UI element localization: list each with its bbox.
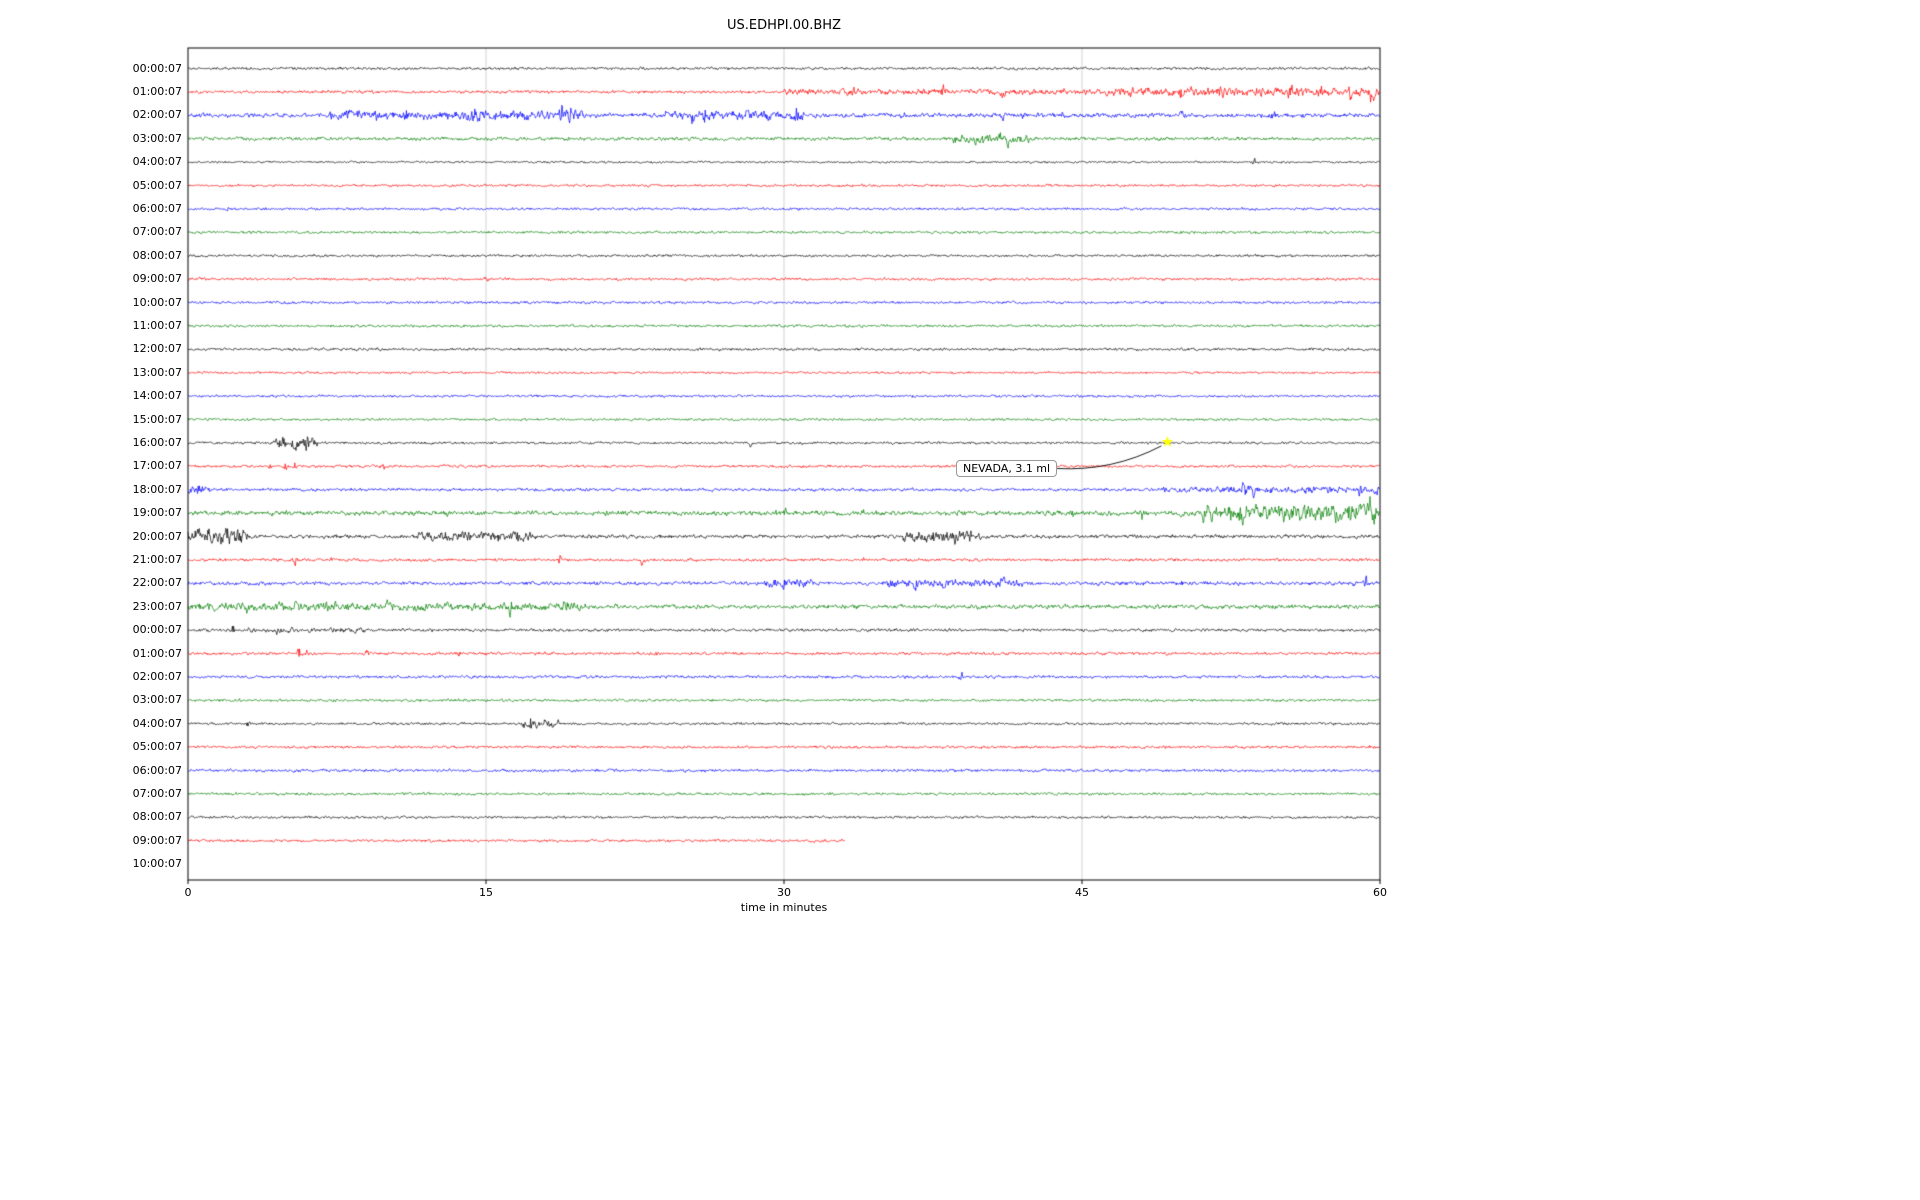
row-label: 08:00:07 (132, 810, 182, 824)
x-tick-label: 15 (479, 886, 493, 899)
row-label: 19:00:07 (132, 506, 182, 520)
row-label: 17:00:07 (132, 459, 182, 473)
row-label: 21:00:07 (132, 552, 182, 566)
row-label: 02:00:07 (132, 108, 182, 122)
row-label: 04:00:07 (132, 716, 182, 730)
x-axis-label: time in minutes (740, 901, 828, 914)
event-annotation: NEVADA, 3.1 ml (956, 460, 1058, 477)
x-tick-label: 0 (184, 886, 192, 899)
row-label: 00:00:07 (132, 61, 182, 75)
row-label: 07:00:07 (132, 786, 182, 800)
row-label: 15:00:07 (132, 412, 182, 426)
row-label: 12:00:07 (132, 342, 182, 356)
row-label: 23:00:07 (132, 599, 182, 613)
row-label: 01:00:07 (132, 646, 182, 660)
row-label: 08:00:07 (132, 248, 182, 262)
x-tick-label: 30 (777, 886, 791, 899)
row-label: 13:00:07 (132, 365, 182, 379)
row-label: 11:00:07 (132, 318, 182, 332)
plot-title: US.EDHPI.00.BHZ (727, 18, 841, 33)
row-label: 18:00:07 (132, 482, 182, 496)
x-tick-label: 60 (1373, 886, 1387, 899)
row-label: 07:00:07 (132, 225, 182, 239)
x-tick-label: 45 (1075, 886, 1089, 899)
row-label: 20:00:07 (132, 529, 182, 543)
row-label: 22:00:07 (132, 576, 182, 590)
row-label: 03:00:07 (132, 693, 182, 707)
row-label: 09:00:07 (132, 272, 182, 286)
row-label: 01:00:07 (132, 84, 182, 98)
row-label: 16:00:07 (132, 435, 182, 449)
row-label: 04:00:07 (132, 155, 182, 169)
row-label: 14:00:07 (132, 389, 182, 403)
row-label: 09:00:07 (132, 833, 182, 847)
row-label: 05:00:07 (132, 740, 182, 754)
row-label: 05:00:07 (132, 178, 182, 192)
row-label: 10:00:07 (132, 295, 182, 309)
row-label: 00:00:07 (132, 623, 182, 637)
row-label: 06:00:07 (132, 763, 182, 777)
row-label: 02:00:07 (132, 669, 182, 683)
row-label: 03:00:07 (132, 131, 182, 145)
row-label: 06:00:07 (132, 201, 182, 215)
row-label: 10:00:07 (132, 857, 182, 871)
